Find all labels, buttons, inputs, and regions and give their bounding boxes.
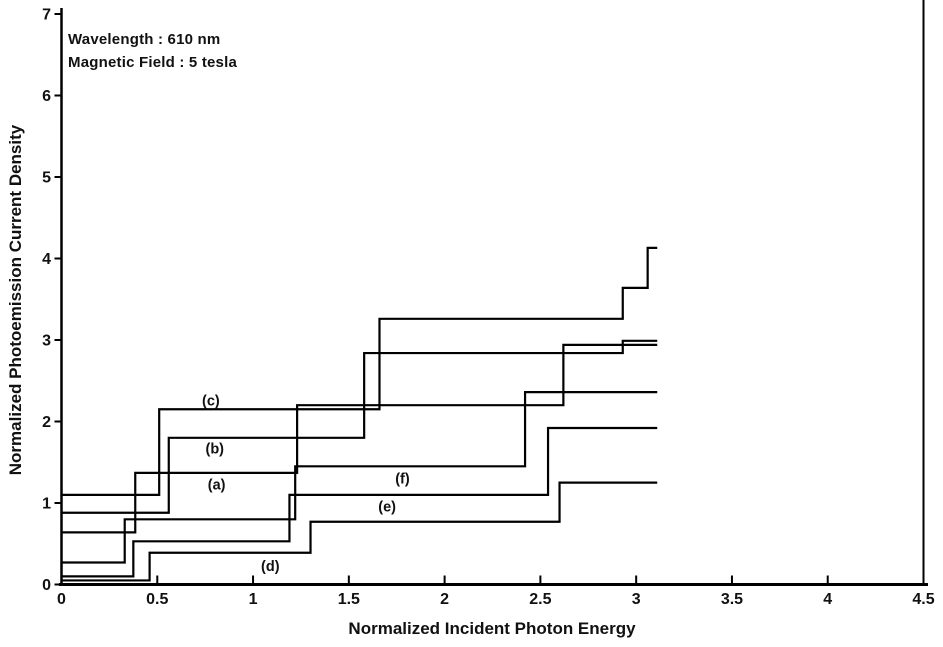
chart-annotation: Wavelength : 610 nm Magnetic Field : 5 t… [68,28,237,74]
x-tick-label: 0.5 [146,591,168,608]
y-tick-label: 0 [42,577,51,594]
series-(f)-path [61,391,658,564]
series-(b)-path [61,339,658,514]
y-tick-label: 6 [42,88,51,105]
x-tick-label: 1 [249,591,258,608]
y-tick-label: 7 [42,7,51,24]
x-tick-label: 1.5 [338,591,360,608]
x-tick-label: 3.5 [721,591,743,608]
series-(d)-path [61,481,658,582]
x-tick-label: 2 [440,591,449,608]
y-tick-label: 2 [42,414,51,431]
series-(f)-label: (f) [395,472,410,488]
series-(e)-label: (e) [378,499,396,515]
series-(e)-path [61,426,658,578]
series-(b)-label: (b) [205,441,224,457]
x-tick-label: 4.5 [912,591,934,608]
x-axis-title: Normalized Incident Photon Energy [348,619,636,638]
y-tick-label: 4 [42,251,51,268]
y-tick-label: 3 [42,333,51,350]
y-tick-label: 1 [42,496,51,513]
series-(a)-path [61,343,658,534]
series-(d)-label: (d) [261,559,280,575]
y-axis-title: Normalized Photoemission Current Density [6,124,25,476]
annotation-magnetic-field: Magnetic Field : 5 tesla [68,54,238,71]
x-tick-label: 2.5 [529,591,551,608]
y-tick-label: 5 [42,170,51,187]
series-(a)-label: (a) [208,477,226,493]
x-tick-label: 4 [823,591,832,608]
series-(c)-label: (c) [202,393,220,409]
x-tick-label: 0 [57,591,66,608]
x-tick-label: 3 [632,591,641,608]
annotation-wavelength: Wavelength : 610 nm [68,31,221,48]
series-(c)-path [61,246,658,496]
